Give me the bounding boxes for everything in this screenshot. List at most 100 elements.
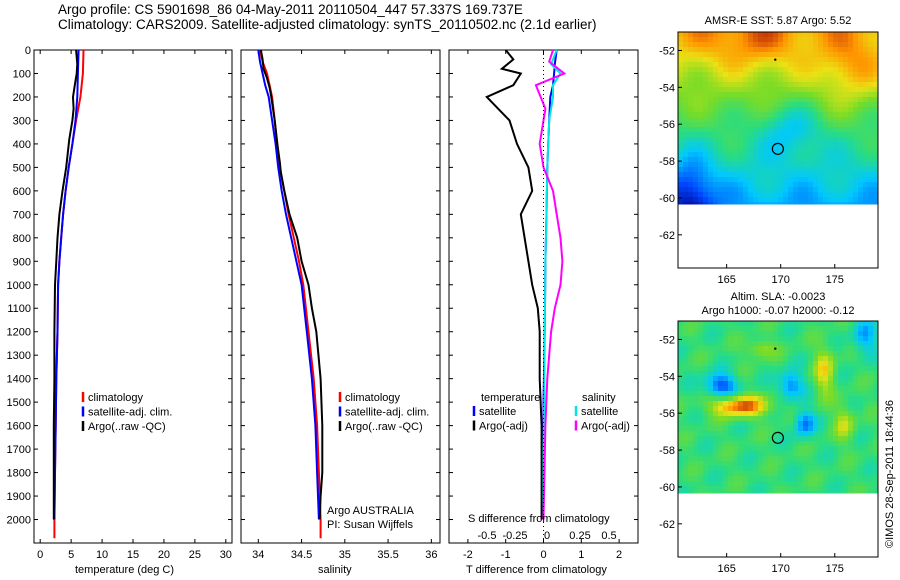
m2-cell	[873, 461, 879, 467]
m1-cell	[858, 112, 864, 118]
m2-cell	[698, 451, 704, 457]
m2-cell	[778, 346, 784, 352]
m1-cell	[683, 107, 689, 113]
m1-cell	[713, 82, 719, 88]
m2-cell	[843, 466, 849, 472]
p3-s-tick-label: -0.25	[502, 530, 527, 542]
m2-cell	[873, 426, 879, 432]
m1-cell	[838, 57, 844, 63]
m2-cell	[788, 376, 794, 382]
m1-cell	[808, 112, 814, 118]
m2-cell	[758, 426, 764, 432]
m1-cell	[783, 52, 789, 58]
m1-cell	[808, 42, 814, 48]
m2-cell	[863, 396, 869, 402]
m1-cell	[848, 182, 854, 188]
m2-cell	[718, 331, 724, 337]
m1-cell	[858, 122, 864, 128]
m2-cell	[808, 466, 814, 472]
m1-cell	[813, 102, 819, 108]
m2-cell	[768, 396, 774, 402]
m2-cell	[838, 441, 844, 447]
m2-cell	[753, 421, 759, 427]
m1-cell	[863, 52, 869, 58]
m1-cell	[738, 67, 744, 73]
m1-cell	[728, 57, 734, 63]
m2-cell	[763, 491, 769, 494]
m2-cell	[808, 461, 814, 467]
m1-cell	[863, 47, 869, 53]
m2-cell	[713, 471, 719, 477]
m2-cell	[723, 421, 729, 427]
m2-cell	[748, 346, 754, 352]
m1-cell	[803, 32, 809, 38]
m1-cell	[823, 177, 829, 183]
m2-cell	[838, 351, 844, 357]
p1-xtick-label: 15	[127, 549, 139, 561]
m1-cell	[848, 157, 854, 163]
m2-cell	[833, 476, 839, 482]
m1-cell	[733, 82, 739, 88]
m2-cell	[728, 396, 734, 402]
m1-cell	[733, 142, 739, 148]
m1-cell	[688, 72, 694, 78]
m2-cell	[728, 371, 734, 377]
m2-cell	[763, 391, 769, 397]
m2-cell	[693, 466, 699, 472]
m2-cell	[858, 406, 864, 412]
m1-cell	[688, 77, 694, 83]
m2-cell	[723, 461, 729, 467]
m1-cell	[768, 137, 774, 143]
m1-cell	[693, 107, 699, 113]
m1-cell	[853, 182, 859, 188]
m2-cell	[723, 426, 729, 432]
m2-cell	[693, 366, 699, 372]
m1-cell	[723, 177, 729, 183]
m2-cell	[873, 446, 879, 452]
m2-cell	[728, 421, 734, 427]
m2-cell	[848, 466, 854, 472]
m1-cell	[863, 152, 869, 158]
m2-cell	[743, 361, 749, 367]
m2-cell	[783, 466, 789, 472]
m2-cell	[778, 486, 784, 492]
m2-cell	[718, 341, 724, 347]
m2-cell	[848, 481, 854, 487]
m2-cell	[818, 491, 824, 494]
m1-cell	[728, 182, 734, 188]
m1-cell	[753, 57, 759, 63]
m1-cell	[768, 67, 774, 73]
m1-cell	[793, 87, 799, 93]
m1-cell	[823, 142, 829, 148]
m1-cell	[763, 187, 769, 193]
m1-cell	[718, 32, 724, 38]
m2-cell	[833, 351, 839, 357]
m2-cell	[758, 371, 764, 377]
m2-cell	[688, 376, 694, 382]
m2-cell	[848, 341, 854, 347]
m1-cell	[833, 167, 839, 173]
m2-cell	[773, 431, 779, 437]
m1-cell	[798, 52, 804, 58]
m2-cell	[828, 401, 834, 407]
m2-cell	[783, 341, 789, 347]
m1-cell	[698, 157, 704, 163]
m2-cell	[788, 451, 794, 457]
m1-cell	[848, 167, 854, 173]
m2-cell	[858, 361, 864, 367]
m2-cell	[828, 351, 834, 357]
m2-cell	[868, 346, 874, 352]
m2-cell	[713, 321, 719, 327]
m2-cell	[808, 486, 814, 492]
m2-cell	[838, 341, 844, 347]
m2-cell	[783, 436, 789, 442]
m1-cell	[738, 57, 744, 63]
m2-cell	[778, 321, 784, 327]
m1-cell	[783, 67, 789, 73]
m1-cell	[833, 157, 839, 163]
m2-cell	[858, 376, 864, 382]
m2-cell	[843, 476, 849, 482]
m1-cell	[718, 57, 724, 63]
m2-cell	[688, 471, 694, 477]
temp-legend-label-0: climatology	[88, 392, 144, 404]
